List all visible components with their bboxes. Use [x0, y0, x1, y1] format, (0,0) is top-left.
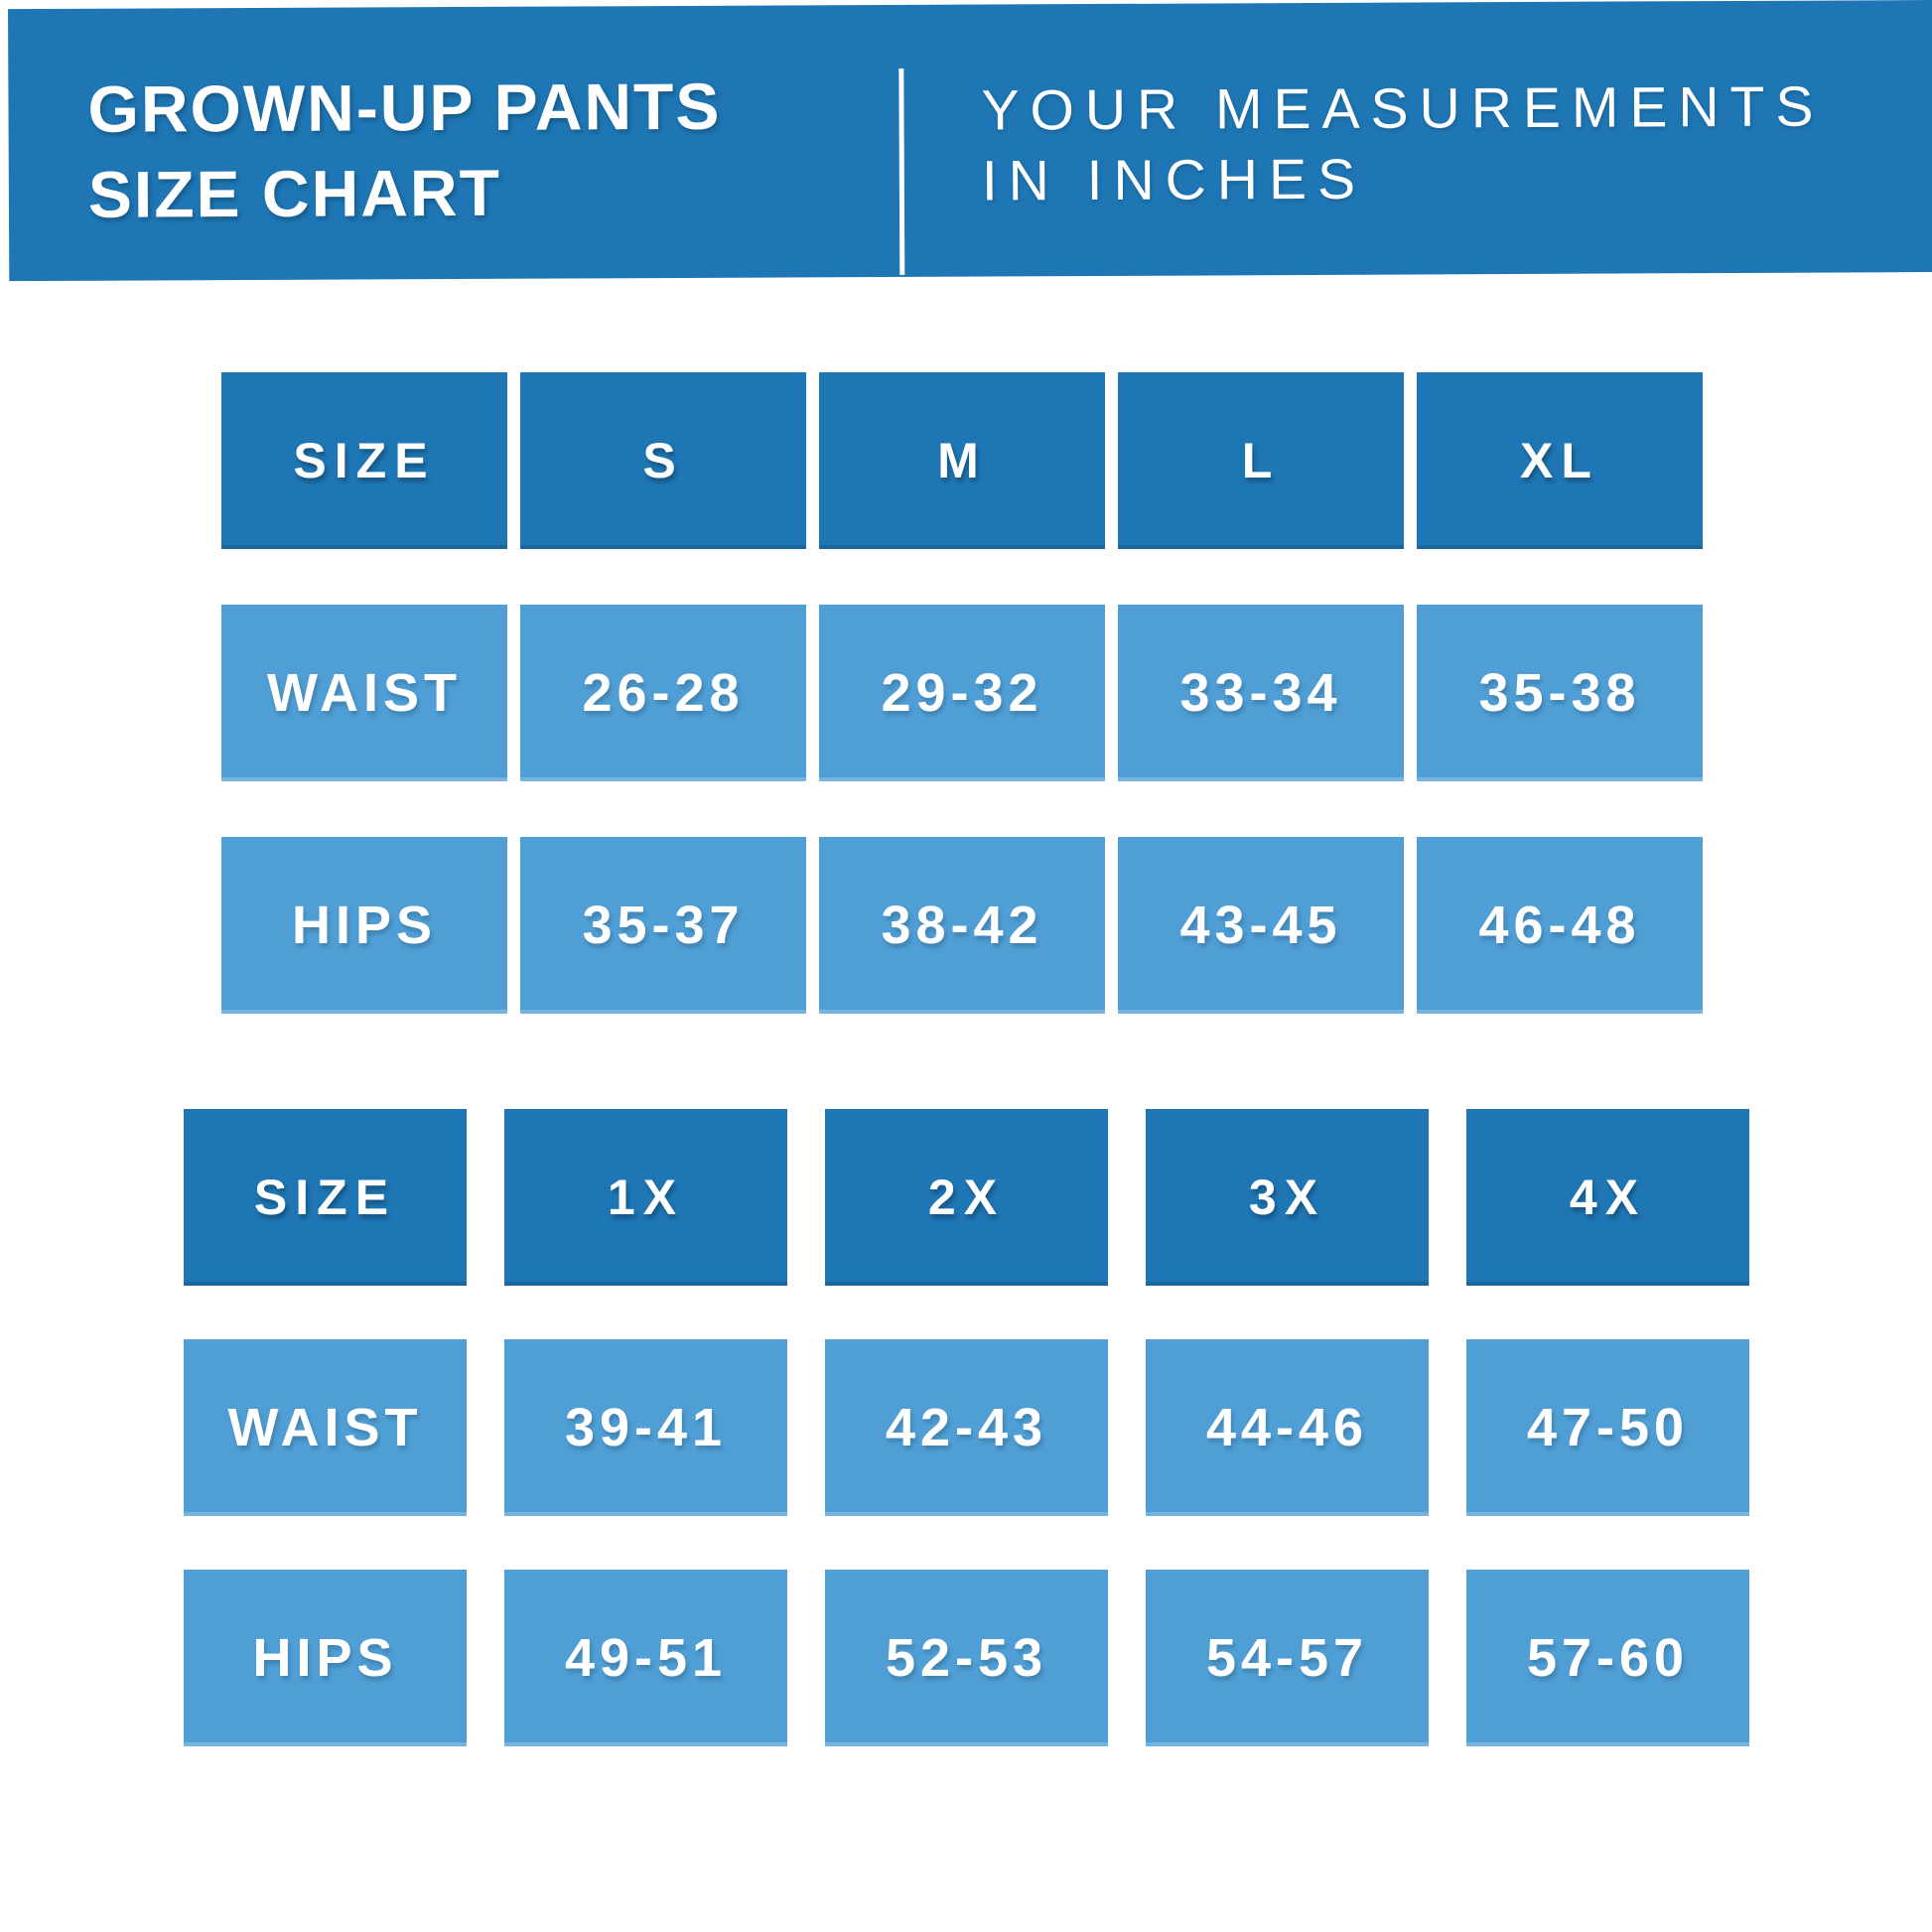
row-label-cell: HIPS: [184, 1570, 467, 1746]
header-band: GROWN-UP PANTS SIZE CHART YOUR MEASUREME…: [8, 0, 1932, 282]
measurement-cell: 29-32: [819, 605, 1105, 781]
size-header-cell: XL: [1417, 372, 1703, 549]
row-label-cell: HIPS: [221, 837, 507, 1014]
measurement-cell: 47-50: [1466, 1339, 1749, 1516]
size-header-cell: L: [1118, 372, 1404, 549]
measurement-cell: 38-42: [819, 837, 1105, 1014]
size-header-cell: SIZE: [221, 372, 507, 549]
measurement-cell: 43-45: [1118, 837, 1404, 1014]
size-header-cell: S: [520, 372, 806, 549]
size-header-cell: M: [819, 372, 1105, 549]
measurement-cell: 57-60: [1466, 1570, 1749, 1746]
size-header-cell: 4X: [1466, 1109, 1749, 1286]
subtitle-line-1: YOUR MEASUREMENTS: [981, 74, 1825, 143]
size-header-cell: 3X: [1146, 1109, 1429, 1286]
row-label-cell: WAIST: [184, 1339, 467, 1516]
title-line-2: SIZE CHART: [87, 155, 502, 231]
header-subtitle: YOUR MEASUREMENTS IN INCHES: [981, 72, 1825, 217]
measurement-cell: 26-28: [520, 605, 806, 781]
subtitle-line-2: IN INCHES: [981, 147, 1367, 213]
row-label-cell: WAIST: [221, 605, 507, 781]
measurement-cell: 42-43: [825, 1339, 1108, 1516]
measurement-cell: 35-37: [520, 837, 806, 1014]
measurement-cell: 33-34: [1118, 605, 1404, 781]
page-title: GROWN-UP PANTS SIZE CHART: [87, 64, 722, 237]
measurement-cell: 39-41: [504, 1339, 787, 1516]
title-line-1: GROWN-UP PANTS: [87, 69, 722, 146]
header-divider: [898, 68, 905, 275]
measurement-cell: 46-48: [1417, 837, 1703, 1014]
size-header-cell: 2X: [825, 1109, 1108, 1286]
measurement-cell: 49-51: [504, 1570, 787, 1746]
size-table-standard: SIZE S M L XL WAIST 26-28 29-32 33-34 35-38 HIPS 35…: [221, 372, 1703, 1014]
size-header-cell: 1X: [504, 1109, 787, 1286]
size-table-plus: SIZE 1X 2X 3X 4X WAIST 39-41 42-43 44-46 47-50 HIP…: [184, 1109, 1749, 1746]
size-header-cell: SIZE: [184, 1109, 467, 1286]
measurement-cell: 35-38: [1417, 605, 1703, 781]
measurement-cell: 52-53: [825, 1570, 1108, 1746]
measurement-cell: 54-57: [1146, 1570, 1429, 1746]
measurement-cell: 44-46: [1146, 1339, 1429, 1516]
